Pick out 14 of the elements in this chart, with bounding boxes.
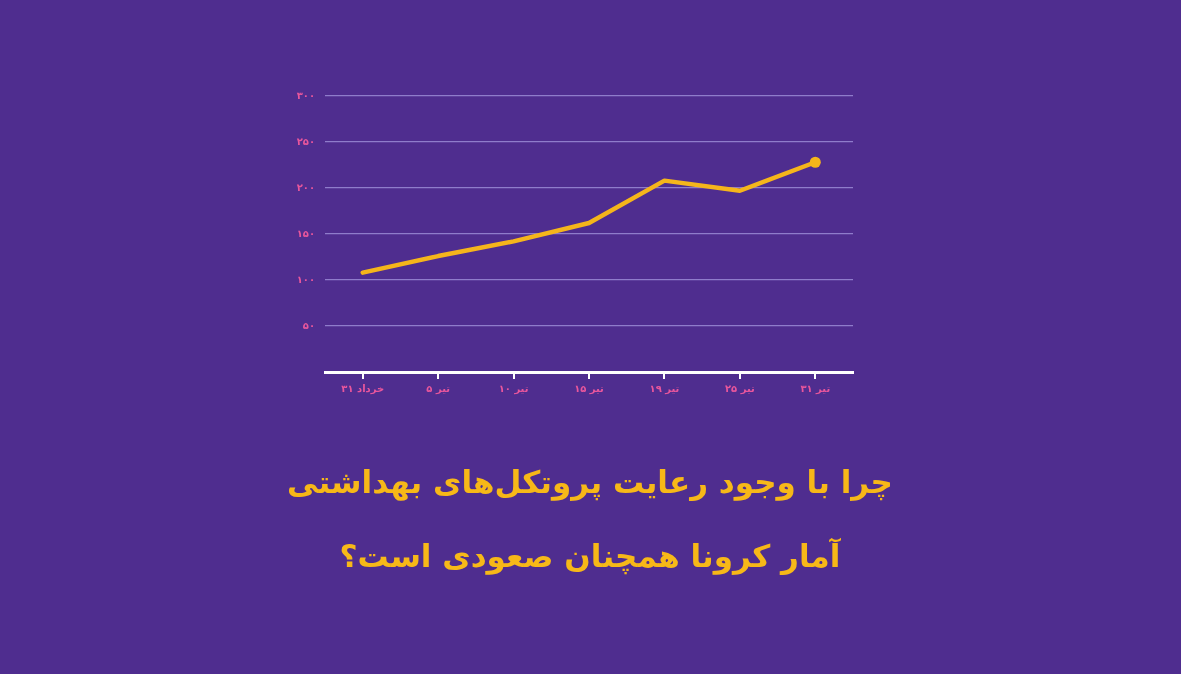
x-tick-label: ۳۱ خرداد xyxy=(341,382,385,395)
x-tick-label: ۱۹ تیر xyxy=(649,382,680,395)
y-tick-label: ۲۵۰ xyxy=(296,135,315,147)
y-tick-label: ۱۰۰ xyxy=(296,273,315,285)
x-tick-label: ۲۵ تیر xyxy=(724,382,755,395)
x-tick-label: ۵ تیر xyxy=(426,382,451,395)
y-tick-label: ۵۰ xyxy=(302,319,315,331)
x-tick-label: ۱۰ تیر xyxy=(498,382,529,395)
x-tick-label: ۳۱ تیر xyxy=(800,382,831,395)
y-tick-label: ۱۵۰ xyxy=(296,227,315,239)
x-tick-label: ۱۵ تیر xyxy=(574,382,605,395)
y-tick-label: ۳۰۰ xyxy=(296,89,315,101)
chart-title: چرا با وجود رعایت پروتکل‌های بهداشتی آمار کرونا همچنان صعودی است؟ xyxy=(287,464,893,574)
y-tick-label: ۲۰۰ xyxy=(296,181,315,193)
